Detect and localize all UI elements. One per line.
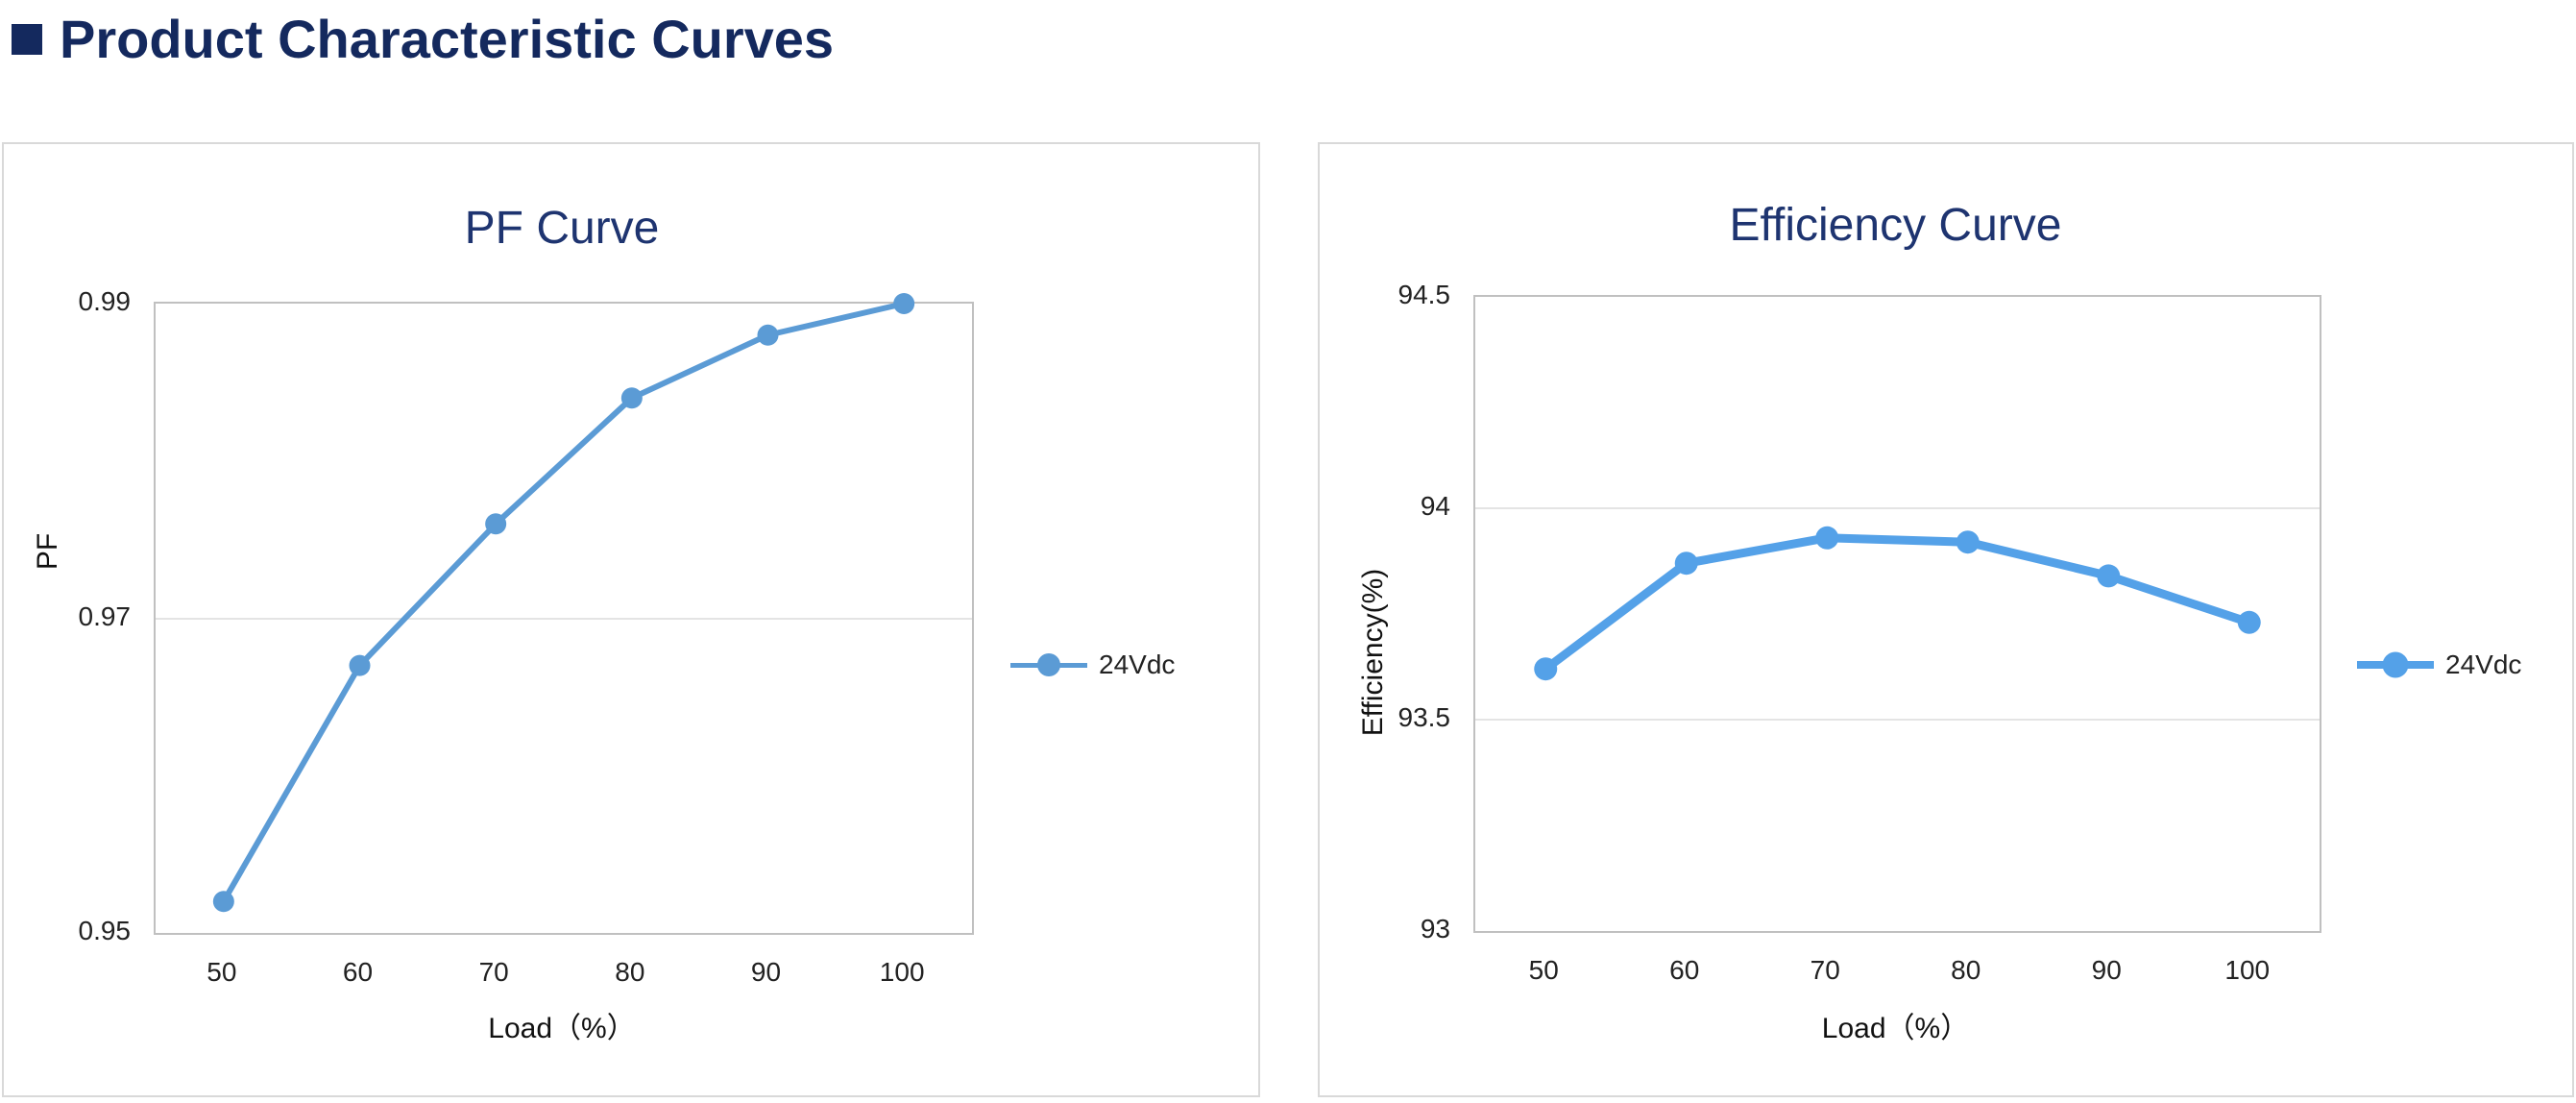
legend: 24Vdc — [1010, 650, 1175, 680]
y-tick-label: 0.97 — [78, 601, 132, 631]
legend-line-marker-icon — [2357, 651, 2434, 678]
heading-square-bullet-icon — [12, 24, 42, 56]
data-point-marker — [1956, 530, 1980, 554]
x-tick-label: 60 — [1669, 955, 1700, 985]
efficiency-curve-panel: Efficiency Curve Efficiency(%) Load（%） 2… — [1318, 142, 2574, 1097]
x-tick-label: 100 — [2224, 955, 2271, 985]
pf-curve-panel: PF Curve PF Load（%） 24Vdc 0.95 0.97 0.99 50… — [2, 142, 1260, 1097]
page-heading: Product Characteristic Curves — [12, 9, 835, 69]
chart-title: Efficiency Curve — [1729, 200, 2062, 251]
x-tick-label: 70 — [478, 957, 509, 987]
data-point-marker — [485, 513, 507, 535]
x-axis-title: Load（%） — [1821, 1013, 1970, 1044]
x-tick-label: 50 — [207, 957, 237, 987]
legend-point-marker-icon — [1037, 653, 1060, 676]
x-tick-label: 50 — [1528, 955, 1559, 985]
data-point-marker — [757, 324, 779, 346]
data-point-marker — [893, 293, 915, 314]
data-point-marker — [2097, 564, 2121, 588]
series-line-chart — [1534, 526, 2261, 681]
y-axis-title: PF — [32, 532, 63, 571]
x-tick-label: 90 — [750, 957, 782, 987]
x-tick-label: 70 — [1810, 955, 1840, 985]
x-tick-label: 80 — [615, 957, 645, 987]
page-title: Product Characteristic Curves — [60, 9, 835, 69]
series-line-chart — [212, 293, 915, 913]
y-tick-label: 0.95 — [78, 916, 132, 945]
x-tick-label: 60 — [342, 957, 374, 987]
y-tick-label: 0.99 — [78, 286, 132, 316]
plot-area — [154, 293, 974, 935]
gridline — [156, 617, 972, 620]
data-point-marker — [1815, 526, 1839, 550]
data-point-marker — [349, 654, 371, 676]
data-point-marker — [2237, 610, 2261, 634]
legend-line-marker-icon — [1010, 653, 1087, 676]
data-point-marker — [1534, 657, 1558, 681]
y-tick-label: 93 — [1420, 914, 1450, 944]
data-point-marker — [212, 891, 234, 913]
series-polyline — [220, 301, 908, 905]
chart-title: PF Curve — [464, 203, 660, 254]
legend-series-label: 24Vdc — [1099, 650, 1176, 679]
gridline — [1475, 719, 2320, 721]
y-tick-label: 93.5 — [1397, 702, 1451, 732]
x-tick-label: 90 — [2091, 955, 2122, 985]
legend-series-label: 24Vdc — [2445, 650, 2522, 679]
legend: 24Vdc — [2357, 650, 2521, 680]
plot-area — [1473, 295, 2321, 933]
gridline — [1475, 507, 2320, 509]
data-point-marker — [1674, 552, 1698, 576]
legend-point-marker-icon — [2382, 651, 2409, 678]
x-tick-label: 80 — [1951, 955, 1981, 985]
y-tick-label: 94 — [1420, 491, 1450, 521]
data-point-marker — [620, 387, 643, 409]
x-tick-label: 100 — [879, 957, 925, 987]
y-tick-label: 94.5 — [1397, 280, 1451, 309]
x-axis-title: Load（%） — [488, 1013, 636, 1044]
series-polyline — [1541, 533, 2254, 674]
